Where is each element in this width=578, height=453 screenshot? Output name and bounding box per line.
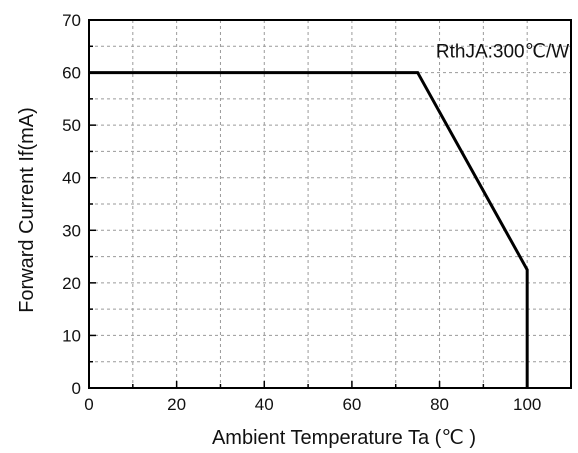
y-tick-label: 20 xyxy=(62,274,81,293)
y-tick-label: 50 xyxy=(62,116,81,135)
x-axis-ticks: 0 20 40 60 80 100 xyxy=(84,381,541,414)
series-layer xyxy=(89,71,529,388)
x-axis-title: Ambient Temperature Ta (℃ ) xyxy=(212,427,476,449)
minor-ticks xyxy=(89,45,485,388)
y-tick-label: 60 xyxy=(62,64,81,83)
x-tick-label: 0 xyxy=(84,395,93,414)
x-tick-label: 20 xyxy=(167,395,186,414)
x-tick-label: 100 xyxy=(513,395,541,414)
y-tick-label: 70 xyxy=(62,11,81,30)
grid-lines xyxy=(89,20,571,388)
derating-curve xyxy=(89,71,529,388)
y-tick-label: 40 xyxy=(62,169,81,188)
y-axis-title: Forward Current If(mA) xyxy=(16,107,38,313)
x-tick-label: 80 xyxy=(430,395,449,414)
y-tick-label: 0 xyxy=(72,379,81,398)
y-axis-ticks: 0 10 20 30 40 50 60 70 xyxy=(62,11,96,398)
plot-frame xyxy=(88,19,572,389)
annotation-rth: RthJA:300℃/W xyxy=(436,42,569,63)
x-tick-label: 60 xyxy=(342,395,361,414)
x-tick-label: 40 xyxy=(255,395,274,414)
y-tick-label: 10 xyxy=(62,326,81,345)
y-tick-label: 30 xyxy=(62,221,81,240)
